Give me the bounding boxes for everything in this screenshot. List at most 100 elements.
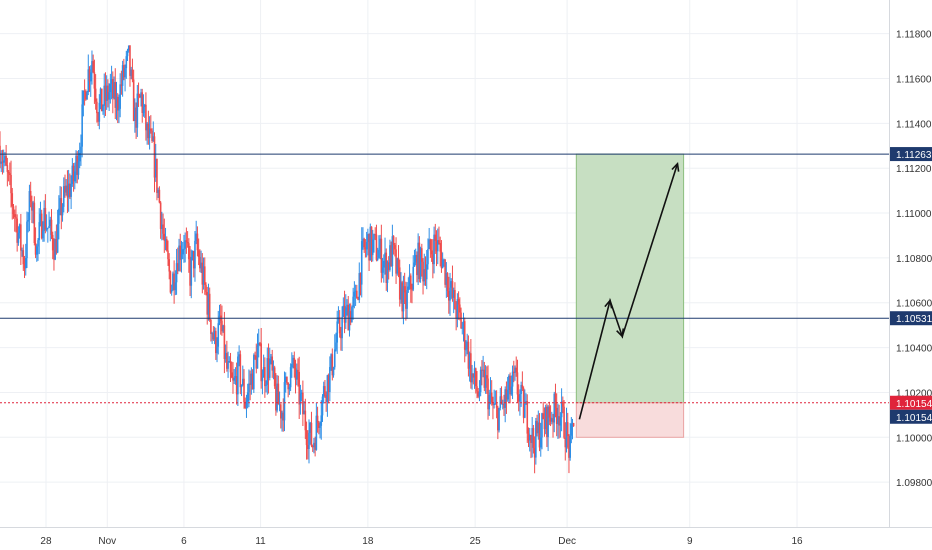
candle — [489, 377, 492, 405]
price-tag: 1.10154 — [890, 395, 932, 410]
candle — [390, 241, 392, 267]
candle — [333, 334, 336, 370]
y-tick-label: 1.11000 — [896, 209, 932, 220]
candle — [167, 240, 169, 266]
candle — [409, 273, 412, 303]
candle — [54, 231, 56, 261]
candle — [16, 214, 18, 252]
candle — [352, 287, 354, 320]
candle — [342, 297, 345, 317]
candle — [282, 398, 285, 432]
candle — [89, 65, 92, 97]
candle — [152, 121, 155, 142]
candle — [29, 181, 32, 208]
candle — [138, 93, 141, 99]
candle — [411, 283, 413, 304]
candle — [569, 422, 571, 461]
candle — [200, 250, 202, 274]
candle — [383, 254, 385, 283]
candle — [512, 360, 515, 383]
candle — [230, 361, 233, 379]
candle — [319, 421, 321, 439]
candle — [251, 369, 254, 390]
candle — [484, 365, 487, 394]
candle — [64, 174, 66, 198]
candle — [367, 228, 369, 256]
x-tick-label: 11 — [255, 536, 266, 547]
arrow-head — [616, 328, 625, 339]
candle — [325, 391, 327, 412]
candle — [483, 361, 486, 392]
candle — [62, 177, 65, 213]
candle — [553, 391, 556, 433]
candle — [137, 82, 140, 107]
stop-zone[interactable] — [575, 402, 685, 438]
candle — [186, 231, 189, 248]
profit-zone[interactable] — [575, 153, 685, 404]
candle — [194, 231, 196, 282]
grid-lines — [0, 0, 889, 527]
candle — [519, 389, 521, 416]
candle — [539, 422, 542, 457]
candle — [549, 405, 552, 427]
candle — [341, 306, 343, 351]
x-tick-label: 18 — [362, 536, 374, 547]
candle — [179, 233, 182, 272]
x-tick-label: 9 — [687, 536, 693, 547]
candle — [88, 66, 91, 92]
candle — [452, 287, 455, 314]
candle — [165, 236, 168, 252]
candle — [13, 209, 16, 232]
candle — [510, 375, 513, 396]
candle — [254, 351, 256, 360]
candle — [125, 50, 128, 79]
candle — [370, 226, 373, 263]
candle — [478, 380, 481, 402]
candle — [45, 214, 48, 232]
projection-line[interactable] — [578, 163, 679, 420]
candle — [40, 209, 43, 240]
candle — [178, 238, 180, 272]
candle — [270, 353, 272, 365]
candle — [499, 387, 502, 411]
candle — [353, 281, 356, 309]
candle — [102, 104, 104, 115]
candle — [381, 257, 384, 279]
candle — [533, 436, 536, 474]
candle — [412, 255, 415, 292]
candle — [233, 369, 236, 384]
candle — [300, 389, 303, 402]
candle — [527, 427, 530, 448]
candle — [429, 238, 432, 258]
x-tick-label: 28 — [40, 536, 52, 547]
candle — [169, 270, 172, 294]
candle — [289, 363, 292, 392]
candle — [23, 255, 26, 279]
candle — [541, 412, 543, 450]
candle — [42, 221, 44, 242]
candle — [555, 393, 558, 437]
candle — [2, 149, 5, 173]
candle — [387, 256, 390, 280]
candle — [346, 299, 348, 316]
candle — [494, 390, 497, 405]
candle — [153, 132, 156, 193]
candle — [564, 422, 567, 461]
candle — [461, 322, 464, 335]
candle — [354, 284, 357, 306]
candle — [358, 262, 361, 303]
candle — [490, 380, 493, 406]
candle — [85, 89, 87, 101]
candle — [123, 58, 125, 81]
x-tick-label: 25 — [470, 536, 482, 547]
candle — [305, 421, 308, 460]
y-tick-label: 1.10800 — [896, 254, 932, 265]
candle — [418, 236, 421, 283]
time-axis[interactable]: 28 Nov 6 11 18 25 Dec 9 16 — [40, 536, 803, 547]
candle — [70, 175, 72, 210]
candle — [326, 374, 329, 417]
candle — [359, 272, 362, 296]
price-axis[interactable]: 1.11800 1.11600 1.11400 1.11200 1.11000 1.108… — [896, 30, 932, 490]
candle — [108, 83, 110, 111]
